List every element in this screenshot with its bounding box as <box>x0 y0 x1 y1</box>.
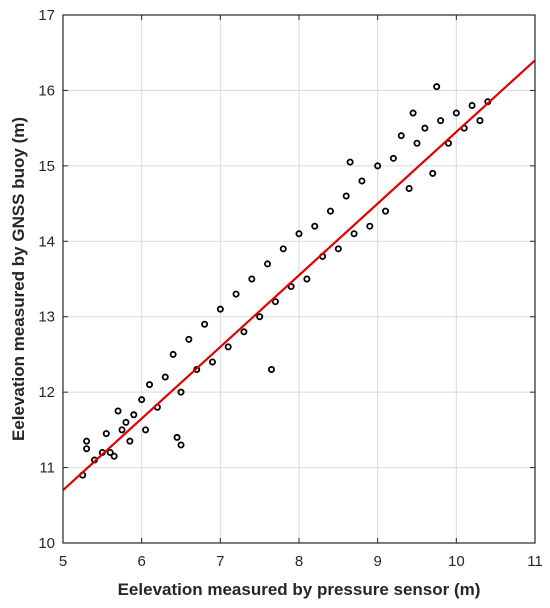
data-point <box>138 396 146 404</box>
x-tick-label: 8 <box>295 553 303 570</box>
data-point <box>216 305 224 313</box>
data-point <box>114 407 122 415</box>
data-point <box>421 124 429 132</box>
data-point <box>201 320 209 328</box>
data-point <box>102 430 110 438</box>
data-point <box>397 132 405 140</box>
regression-line <box>62 59 536 492</box>
data-point <box>110 452 118 460</box>
data-point <box>326 207 334 215</box>
y-tick-label: 15 <box>38 158 55 175</box>
data-point <box>346 158 354 166</box>
x-tick-label: 6 <box>137 553 145 570</box>
data-point <box>232 290 240 298</box>
data-point <box>437 117 445 125</box>
data-point <box>303 275 311 283</box>
y-tick-labels: 10 11 12 13 14 15 16 17 <box>38 7 55 552</box>
data-point <box>169 350 177 358</box>
data-point <box>264 260 272 268</box>
x-axis-label: Eelevation measured by pressure sensor (… <box>118 580 481 599</box>
data-point <box>287 283 295 291</box>
data-point <box>83 445 91 453</box>
data-point <box>83 437 91 445</box>
data-point <box>444 139 452 147</box>
data-point <box>142 426 150 434</box>
x-tick-label: 11 <box>527 553 543 570</box>
data-point <box>146 381 154 389</box>
y-tick-label: 11 <box>39 460 55 477</box>
y-tick-label: 17 <box>38 7 55 24</box>
data-point <box>311 222 319 230</box>
data-point <box>271 298 279 306</box>
data-point <box>240 328 248 336</box>
x-tick-label: 5 <box>59 553 67 570</box>
data-point <box>130 411 138 419</box>
x-tick-label: 10 <box>448 553 465 570</box>
y-tick-label: 14 <box>38 233 55 250</box>
data-point <box>106 448 114 456</box>
data-point <box>185 335 193 343</box>
data-point <box>279 245 287 253</box>
y-tick-label: 13 <box>38 309 55 326</box>
data-point <box>224 343 232 351</box>
data-point <box>433 83 441 91</box>
data-point <box>409 109 417 117</box>
data-point <box>256 313 264 321</box>
y-tick-label: 16 <box>38 82 55 99</box>
x-tick-label: 7 <box>216 553 224 570</box>
data-point <box>429 169 437 177</box>
data-point <box>342 192 350 200</box>
y-tick-label: 12 <box>38 384 55 401</box>
data-point <box>295 230 303 238</box>
y-tick-label: 10 <box>38 535 55 552</box>
data-point <box>173 433 181 441</box>
data-points <box>79 83 492 479</box>
data-point <box>177 441 185 449</box>
data-point <box>161 373 169 381</box>
data-point <box>374 162 382 170</box>
grid-lines <box>63 15 535 543</box>
data-point <box>350 230 358 238</box>
data-point <box>389 154 397 162</box>
data-point <box>177 388 185 396</box>
data-point <box>334 245 342 253</box>
data-point <box>413 139 421 147</box>
data-point <box>118 426 126 434</box>
tick-marks <box>62 14 536 544</box>
data-point <box>452 109 460 117</box>
data-point <box>366 222 374 230</box>
data-point <box>468 102 476 110</box>
x-tick-label: 9 <box>373 553 381 570</box>
data-point <box>476 117 484 125</box>
y-axis-label: Eelevation measured by GNSS buoy (m) <box>9 117 28 441</box>
data-point <box>382 207 390 215</box>
data-point <box>208 358 216 366</box>
x-tick-labels: 5 6 7 8 9 10 11 <box>59 553 543 570</box>
data-point <box>248 275 256 283</box>
data-point <box>358 177 366 185</box>
data-point <box>405 184 413 192</box>
data-point <box>122 418 130 426</box>
data-point <box>126 437 134 445</box>
data-point <box>267 366 275 374</box>
